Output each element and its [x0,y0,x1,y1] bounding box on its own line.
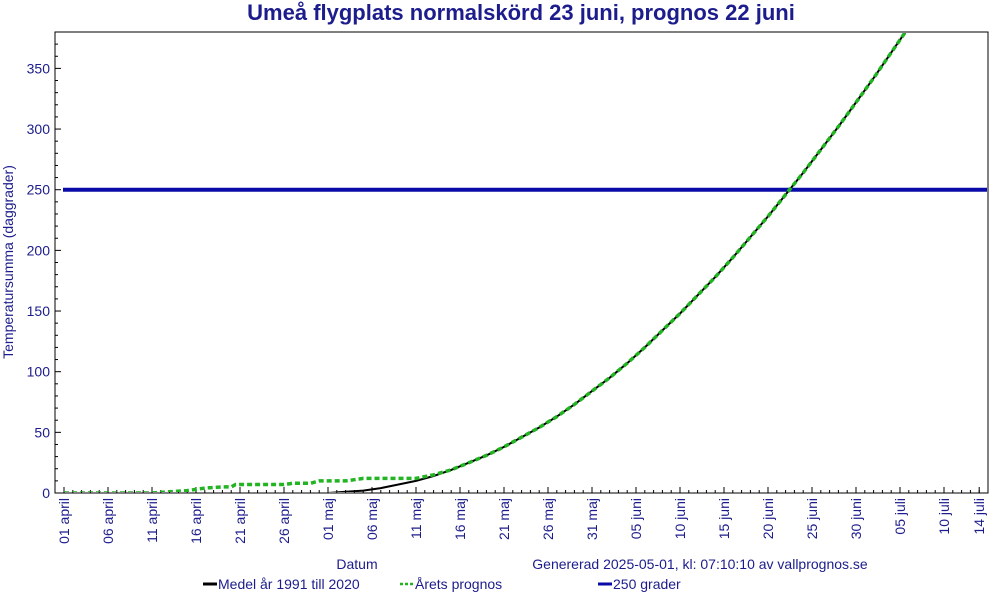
x-axis-label: Datum [336,556,377,572]
legend-label-1: Årets prognos [415,576,502,592]
x-tick-label: 16 maj [452,498,468,540]
x-tick-label: 21 maj [496,498,512,540]
x-tick-label: 20 juni [760,498,776,539]
x-tick-label: 26 april [276,498,292,544]
y-tick-label: 350 [27,60,51,76]
x-tick-label: 11 april [144,498,160,543]
x-tick-label: 14 juli [971,498,987,535]
series-line-1 [64,33,907,492]
y-tick-label: 200 [27,242,51,258]
y-axis-label: Temperatursumma (daggrader) [0,165,16,359]
x-tick-label: 21 april [232,498,248,544]
x-tick-label: 30 juni [848,498,864,539]
x-tick-label: 11 maj [408,498,424,539]
x-tick-label: 05 juni [628,498,644,539]
plot-area [54,31,989,494]
x-tick-label: 25 juni [804,498,820,539]
y-tick-label: 100 [27,364,51,380]
x-tick-label: 31 maj [584,498,600,540]
x-axis: 01 april 06 april 11 april 16 april 21 april… [56,487,987,544]
legend: Medel år 1991 till 2020 Årets prognos 250 … [203,576,681,592]
legend-label-2: 250 grader [613,576,681,592]
x-tick-label: 26 maj [540,498,556,540]
x-tick-label: 06 maj [364,498,380,540]
x-tick-label: 10 juli [936,498,952,535]
series-layer [63,33,987,492]
y-tick-label: 50 [34,424,50,440]
chart-title: Umeå flygplats normalskörd 23 juni, prog… [247,0,795,25]
x-tick-label: 06 april [100,498,116,544]
generated-note: Genererad 2025-05-01, kl: 07:10:10 av va… [532,556,868,572]
x-tick-label: 01 maj [320,498,336,540]
x-tick-label: 15 juni [716,498,732,539]
x-tick-label: 16 april [188,498,204,544]
y-tick-label: 250 [27,182,51,198]
y-axis: 0 50 100 150 200 250 300 350 [27,43,61,501]
y-tick-label: 300 [27,121,51,137]
y-tick-label: 150 [27,303,51,319]
x-tick-label: 05 juli [892,498,908,535]
x-tick-label: 01 april [56,498,72,544]
legend-label-0: Medel år 1991 till 2020 [218,576,360,592]
y-tick-label: 0 [42,485,50,501]
x-tick-label: 10 juni [672,498,688,539]
